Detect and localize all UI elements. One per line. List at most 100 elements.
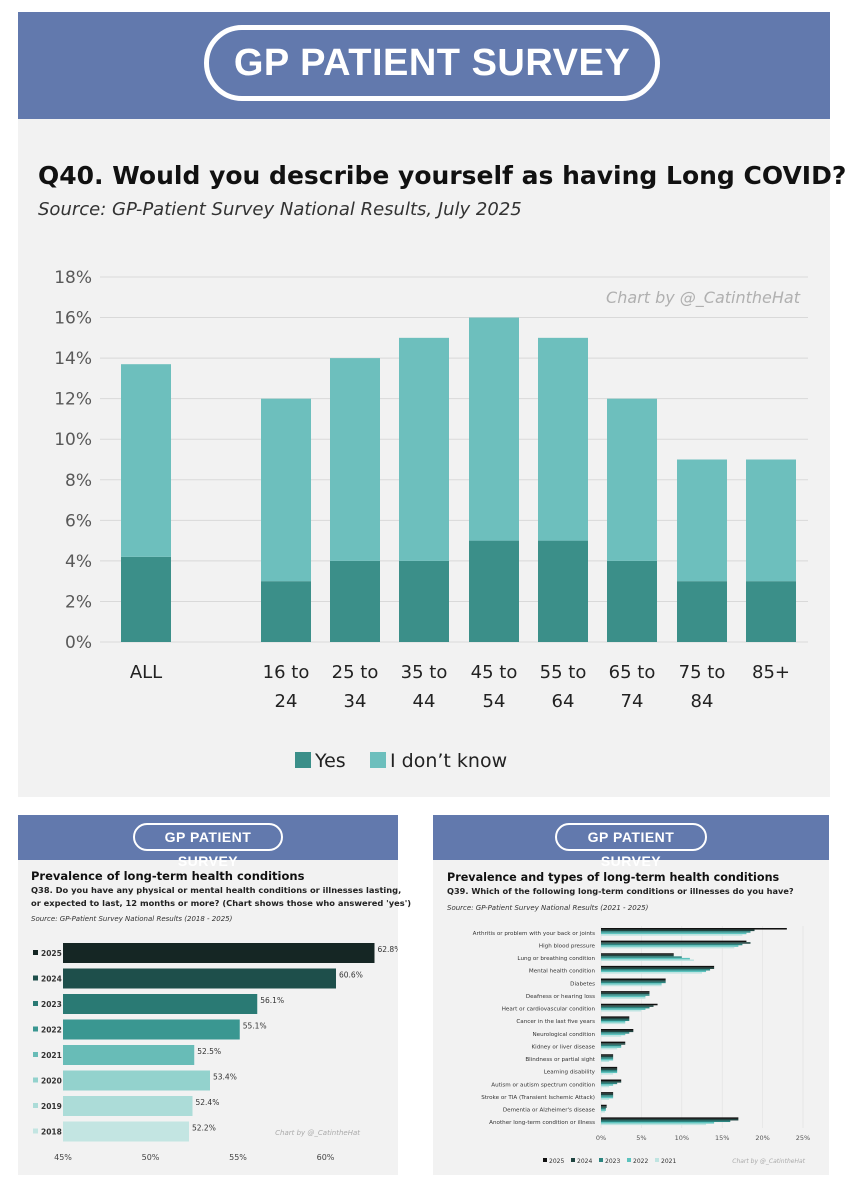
bar-2022 [601, 945, 739, 947]
bar-2021 [601, 1098, 610, 1100]
legend-swatch-2023 [599, 1158, 603, 1162]
q39-question: Q39. Which of the following long-term co… [447, 886, 794, 896]
year-label: 2019 [41, 1102, 62, 1111]
x-category-label: 75 to [679, 662, 726, 683]
year-swatch [33, 1001, 38, 1006]
bar-2021 [601, 997, 646, 999]
bar-2021 [601, 946, 735, 949]
x-category-label: 65 to [609, 662, 656, 683]
bar-2024 [601, 967, 715, 969]
bar-2025 [601, 1054, 614, 1056]
bar-yes [121, 556, 171, 642]
condition-label: Diabetes [570, 981, 595, 987]
bar-2024 [601, 1093, 614, 1096]
year-label: 2024 [41, 975, 62, 984]
value-label: 52.4% [196, 1098, 220, 1107]
bar-2024 [601, 1068, 618, 1070]
bar-2022 [601, 957, 690, 960]
y-tick-label: 18% [54, 268, 92, 288]
bar-year [63, 994, 258, 1014]
bar-2022 [601, 1071, 618, 1074]
condition-label: Lung or breathing condition [517, 956, 595, 962]
bar-2024 [601, 954, 674, 957]
y-tick-label: 2% [65, 592, 92, 612]
bar-2025 [601, 1029, 634, 1031]
condition-label: Learning disability [544, 1070, 596, 1076]
main-logo: GP PATIENT SURVEY [204, 25, 660, 101]
bar-dont-know [469, 317, 519, 541]
bar-2024 [601, 1106, 607, 1108]
bar-2025 [601, 1079, 622, 1082]
y-tick-label: 4% [65, 552, 92, 572]
legend-swatch-2022 [627, 1158, 631, 1162]
bar-dont-know [261, 398, 311, 582]
legend-label-2021: 2021 [661, 1158, 676, 1165]
legend-swatch-2025 [543, 1158, 547, 1162]
bar-2022 [601, 1084, 614, 1086]
main-banner: GP PATIENT SURVEY [18, 12, 830, 119]
bar-2021 [601, 1035, 622, 1037]
y-tick-label: 14% [54, 349, 92, 369]
bar-2025 [601, 991, 650, 993]
bar-2023 [601, 1095, 614, 1097]
year-label: 2020 [41, 1077, 62, 1086]
bar-2025 [601, 953, 674, 955]
bar-yes [538, 540, 588, 642]
bar-2025 [601, 940, 747, 943]
x-category-label: ALL [130, 662, 162, 683]
bar-2022 [601, 1058, 614, 1061]
bar-2023 [601, 981, 666, 984]
bar-year [63, 968, 336, 989]
y-tick-label: 0% [65, 633, 92, 653]
bar-2024 [601, 1030, 634, 1033]
bar-year [63, 1096, 193, 1116]
x-category-label: 24 [275, 691, 298, 712]
condition-label: Autism or autism spectrum condition [491, 1082, 595, 1088]
main-chart-title: Q40. Would you describe yourself as havi… [38, 161, 846, 190]
q38-question-line-2: or expected to last, 12 months or more? … [31, 898, 412, 908]
bar-2021 [601, 1009, 642, 1012]
condition-label: Stroke or TIA (Transient Ischemic Attack… [481, 1095, 595, 1101]
bar-2021 [601, 1047, 618, 1050]
bar-2024 [601, 1055, 614, 1058]
bar-year [63, 1070, 210, 1091]
q38-bar-chart: 45% 50% 55% 60% 2025 62.8% 2024 60.6% 2023 56.1% 2… [33, 943, 398, 1162]
bar-2023 [601, 1044, 622, 1047]
q39-banner: GP PATIENT SURVEY [433, 815, 829, 869]
bar-2021 [601, 1110, 606, 1113]
bar-2024 [601, 1005, 654, 1007]
bar-2021 [601, 1073, 614, 1075]
value-label: 60.6% [339, 971, 363, 980]
bar-2023 [601, 943, 743, 946]
bar-2025 [601, 978, 666, 981]
year-label: 2023 [41, 1000, 62, 1009]
bar-2022 [601, 1021, 626, 1023]
bar-2023 [601, 1120, 731, 1123]
bar-2023 [601, 994, 650, 996]
legend-label-2023: 2023 [605, 1158, 620, 1165]
bar-2024 [601, 980, 666, 982]
main-bar-chart: 0% 2% 4% 6% 8% 10% 12% 14% 16% 18% ALL 16 to 24 25 to… [54, 268, 808, 772]
bar-2023 [601, 1032, 630, 1034]
x-tick-label: 50% [142, 1153, 160, 1162]
legend-label-dont-know: I don’t know [390, 750, 507, 772]
bar-2022 [601, 1109, 606, 1111]
bar-2023 [601, 931, 751, 933]
year-swatch [33, 1103, 38, 1108]
x-tick-label: 25% [796, 1134, 810, 1142]
x-category-label: 45 to [471, 662, 518, 683]
bar-2023 [601, 968, 711, 971]
bar-2025 [601, 1066, 618, 1069]
q38-logo-text: GP PATIENT SURVEY [164, 829, 252, 869]
bar-2021 [601, 1060, 610, 1062]
x-tick-label: 45% [54, 1153, 72, 1162]
bar-year [63, 943, 375, 963]
condition-label: Kidney or liver disease [531, 1044, 595, 1050]
q39-title: Prevalence and types of long-term health… [447, 871, 780, 884]
q39-source: Source: GP-Patient Survey National Resul… [447, 904, 649, 912]
bar-2022 [601, 970, 707, 973]
bar-2025 [601, 1117, 739, 1119]
legend-swatch-2024 [571, 1158, 575, 1162]
bar-yes [261, 581, 311, 642]
q39-bar-chart: 0% 5% 10% 15% 20% 25% Arthritis or problem wit… [473, 926, 810, 1165]
